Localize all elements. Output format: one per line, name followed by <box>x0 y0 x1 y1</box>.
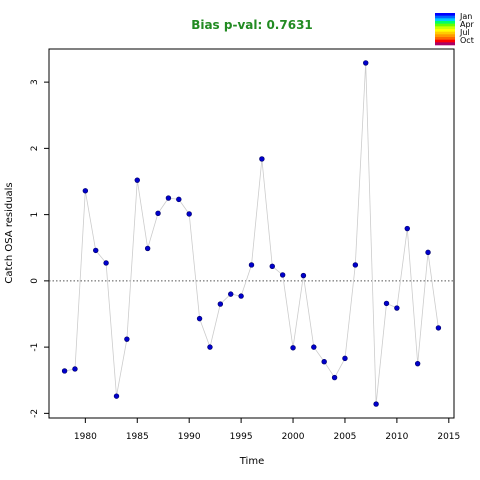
x-tick-label: 1980 <box>74 432 97 442</box>
y-tick-label: -2 <box>30 409 40 418</box>
data-point <box>259 156 265 162</box>
data-point <box>352 262 359 268</box>
y-tick-label: 2 <box>30 146 40 152</box>
data-point <box>331 374 338 381</box>
legend-color-band <box>435 13 455 16</box>
data-point <box>124 336 130 342</box>
data-point <box>186 211 192 217</box>
data-point <box>176 196 182 203</box>
series-line <box>64 62 439 405</box>
x-tick-label: 1990 <box>178 432 201 442</box>
data-point <box>342 355 348 362</box>
legend-color-band <box>435 39 455 43</box>
data-point <box>383 300 390 307</box>
data-point <box>404 225 410 232</box>
data-point <box>373 401 379 407</box>
data-point <box>269 263 275 269</box>
legend-color-band <box>435 26 455 30</box>
legend-color-band <box>435 15 455 19</box>
data-point <box>144 245 151 252</box>
legend-color-band <box>435 18 455 22</box>
chart-title: Bias p-val: 0.7631 <box>191 18 313 32</box>
y-tick-label: -1 <box>30 343 40 352</box>
data-point <box>134 177 140 183</box>
data-point <box>93 247 99 254</box>
data-point <box>165 195 172 201</box>
x-axis-label: Time <box>239 456 264 467</box>
x-tick-label: 2015 <box>437 432 460 442</box>
legend-color-band <box>435 21 455 24</box>
legend-label: Apr <box>460 20 475 29</box>
legend-color-band <box>435 23 455 27</box>
data-point <box>311 344 317 350</box>
data-point <box>321 358 327 365</box>
legend-color-band <box>435 42 455 46</box>
data-point <box>155 210 161 216</box>
data-point <box>238 293 244 299</box>
data-point <box>217 301 224 307</box>
data-point <box>290 345 296 351</box>
data-point <box>425 249 431 256</box>
data-point <box>196 315 203 322</box>
legend-label: Jan <box>459 12 472 21</box>
y-tick-label: 1 <box>30 212 40 218</box>
legend-color-band <box>435 34 455 38</box>
plot-frame <box>48 48 455 419</box>
y-tick-label: 0 <box>30 278 40 284</box>
data-point <box>61 368 68 374</box>
legend-color-band <box>435 31 455 35</box>
data-point <box>300 272 307 279</box>
legend-label: Jul <box>459 28 470 37</box>
data-point <box>394 305 400 311</box>
x-tick-label: 2000 <box>282 432 305 442</box>
data-point <box>248 262 255 268</box>
x-tick-label: 1985 <box>126 432 149 442</box>
data-point <box>279 272 286 278</box>
x-tick-label: 1995 <box>230 432 253 442</box>
legend-color-band <box>435 29 455 32</box>
x-tick-label: 2005 <box>334 432 357 442</box>
y-axis-label: Catch OSA residuals <box>4 182 15 283</box>
data-point <box>82 188 89 194</box>
data-point <box>435 325 442 331</box>
data-point <box>103 260 109 266</box>
data-point <box>207 344 213 350</box>
data-point <box>414 360 421 367</box>
data-point <box>113 393 120 399</box>
data-point <box>228 291 234 297</box>
data-point <box>72 366 78 372</box>
legend-label: Oct <box>460 36 474 45</box>
x-tick-label: 2010 <box>385 432 408 442</box>
data-point <box>363 60 369 66</box>
y-tick-label: 3 <box>30 79 40 85</box>
legend-color-band <box>435 37 455 40</box>
